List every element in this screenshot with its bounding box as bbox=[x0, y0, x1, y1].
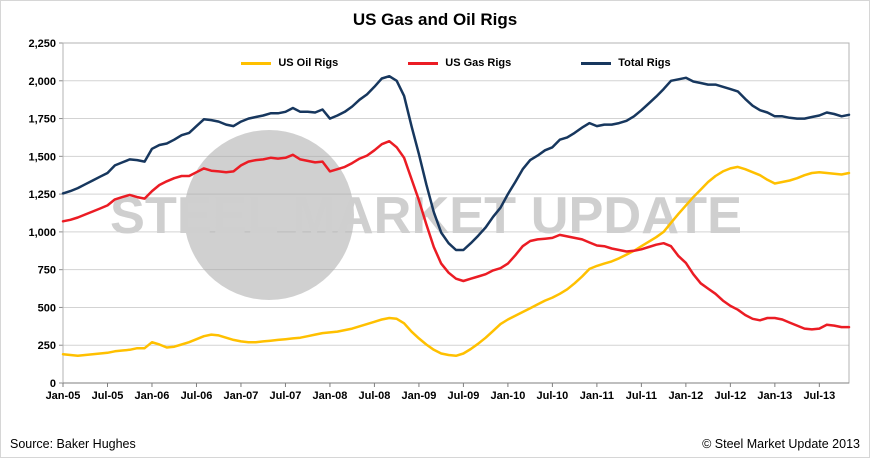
x-axis-label: Jan-13 bbox=[757, 390, 792, 402]
x-axis-label: Jul-06 bbox=[181, 390, 213, 402]
x-axis-label: Jan-11 bbox=[580, 390, 614, 402]
legend-label: Total Rigs bbox=[618, 57, 671, 69]
series-line-total-rigs bbox=[61, 74, 851, 252]
x-axis-label: Jul-10 bbox=[536, 390, 568, 402]
x-axis-label: Jul-07 bbox=[270, 390, 302, 402]
x-axis-label: Jul-11 bbox=[626, 390, 657, 402]
y-axis-label: 1,250 bbox=[28, 189, 56, 201]
chart-title: US Gas and Oil Rigs bbox=[352, 10, 518, 29]
y-axis-label: 1,750 bbox=[28, 114, 56, 126]
y-axis-label: 1,000 bbox=[28, 227, 56, 239]
x-axis-label: Jan-05 bbox=[46, 390, 81, 402]
legend-swatch-icon bbox=[581, 61, 612, 65]
source-note: Source: Baker Hughes bbox=[10, 437, 136, 451]
y-axis-label: 1,500 bbox=[28, 151, 56, 163]
x-axis-label: Jul-05 bbox=[92, 390, 124, 402]
legend-item-total-rigs: Total Rigs bbox=[581, 57, 671, 69]
watermark-text: STEEL MARKET UPDATE bbox=[110, 187, 742, 245]
legend-item-us-oil-rigs: US Oil Rigs bbox=[241, 57, 338, 69]
x-axis-label: Jul-08 bbox=[359, 390, 391, 402]
x-axis-label: Jan-10 bbox=[490, 390, 525, 402]
legend-item-us-gas-rigs: US Gas Rigs bbox=[408, 57, 511, 69]
watermark: STEEL MARKET UPDATE bbox=[110, 130, 742, 300]
legend-swatch-icon bbox=[241, 61, 272, 65]
y-axis-label: 0 bbox=[50, 378, 56, 390]
x-axis-label: Jul-13 bbox=[803, 390, 835, 402]
y-axis-label: 250 bbox=[38, 340, 56, 352]
x-axis-label: Jan-06 bbox=[135, 390, 170, 402]
x-axis-label: Jul-09 bbox=[448, 390, 480, 402]
y-axis-label: 2,250 bbox=[28, 38, 56, 50]
x-axis-label: Jan-09 bbox=[401, 390, 436, 402]
legend-label: US Oil Rigs bbox=[278, 57, 339, 69]
legend-label: US Gas Rigs bbox=[445, 57, 512, 69]
chart-footer: Source: Baker Hughes © Steel Market Upda… bbox=[1, 437, 869, 451]
series-line-us-gas-rigs bbox=[61, 139, 851, 331]
x-axis-label: Jul-12 bbox=[714, 390, 746, 402]
y-axis-label: 750 bbox=[38, 265, 56, 277]
chart-legend: US Oil Rigs US Gas Rigs Total Rigs bbox=[63, 57, 849, 69]
y-axis-label: 500 bbox=[38, 302, 56, 314]
series-line-us-oil-rigs bbox=[61, 165, 851, 358]
x-axis-label: Jan-08 bbox=[313, 390, 348, 402]
y-axis-label: 2,000 bbox=[28, 76, 56, 88]
copyright-note: © Steel Market Update 2013 bbox=[702, 437, 860, 451]
x-axis-label: Jan-07 bbox=[224, 390, 259, 402]
legend-swatch-icon bbox=[408, 61, 439, 65]
x-axis-label: Jan-12 bbox=[668, 390, 703, 402]
